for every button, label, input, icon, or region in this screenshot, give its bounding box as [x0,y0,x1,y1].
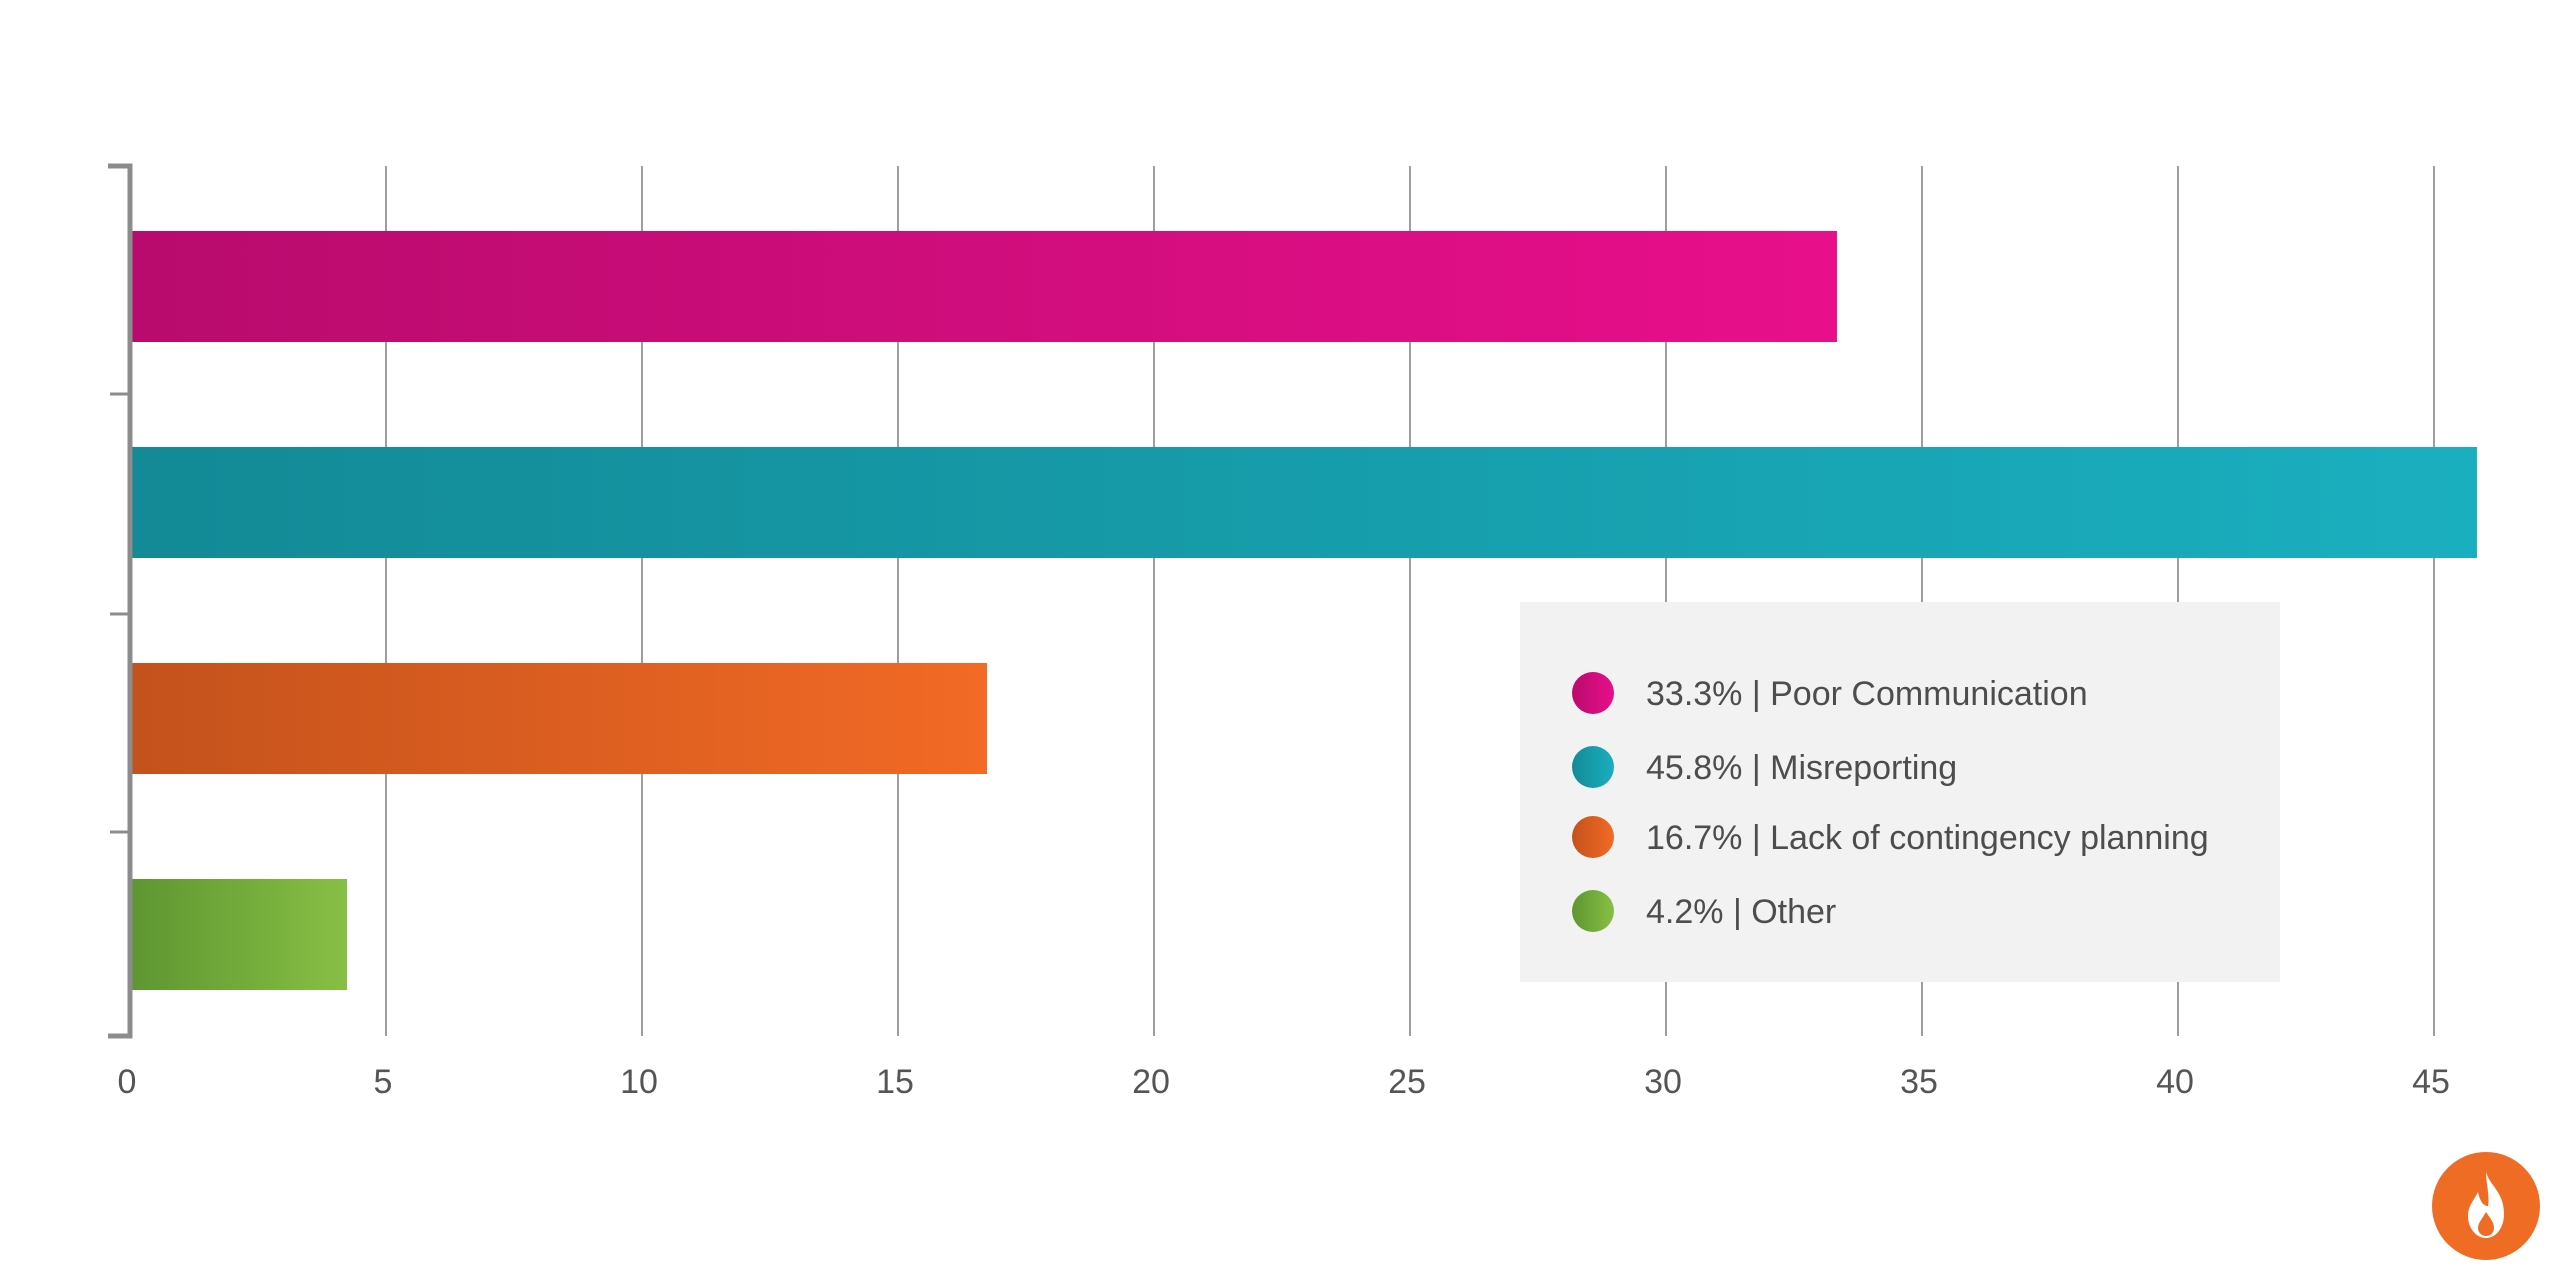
legend-marker [1572,746,1614,788]
x-tick-label: 25 [1388,1063,1426,1101]
x-tick-label: 45 [2412,1063,2450,1101]
x-tick-labels: 0 5 10 15 20 25 30 35 40 45 [118,1063,2450,1101]
bar [132,663,988,774]
legend-marker [1572,816,1614,858]
x-tick-label: 0 [118,1063,137,1101]
x-tick-label: 35 [1900,1063,1938,1101]
x-tick-label: 40 [2156,1063,2194,1101]
x-tick-label: 10 [620,1063,658,1101]
legend-marker [1572,672,1614,714]
legend-entry: 4.2% | Other [1646,893,1836,931]
bar [132,447,2477,558]
legend-entry: 16.7% | Lack of contingency planning [1646,819,2209,857]
x-tick-label: 30 [1644,1063,1682,1101]
legend-entry: 45.8% | Misreporting [1646,749,1957,787]
bar [132,231,1837,342]
x-tick-label: 5 [374,1063,393,1101]
y-axis-line [108,163,133,1039]
bars [132,231,2477,990]
legend-entry: 33.3% | Poor Communication [1646,675,2088,713]
bar [132,879,348,990]
x-tick-label: 20 [1132,1063,1170,1101]
legend-marker [1572,890,1614,932]
x-tick-label: 15 [876,1063,914,1101]
y-axis [108,163,133,1039]
legend: 33.3% | Poor Communication 45.8% | Misrep… [1520,602,2280,982]
brand-logo [2432,1152,2540,1260]
legend-box [1520,602,2280,982]
flame-icon [2468,1172,2504,1238]
